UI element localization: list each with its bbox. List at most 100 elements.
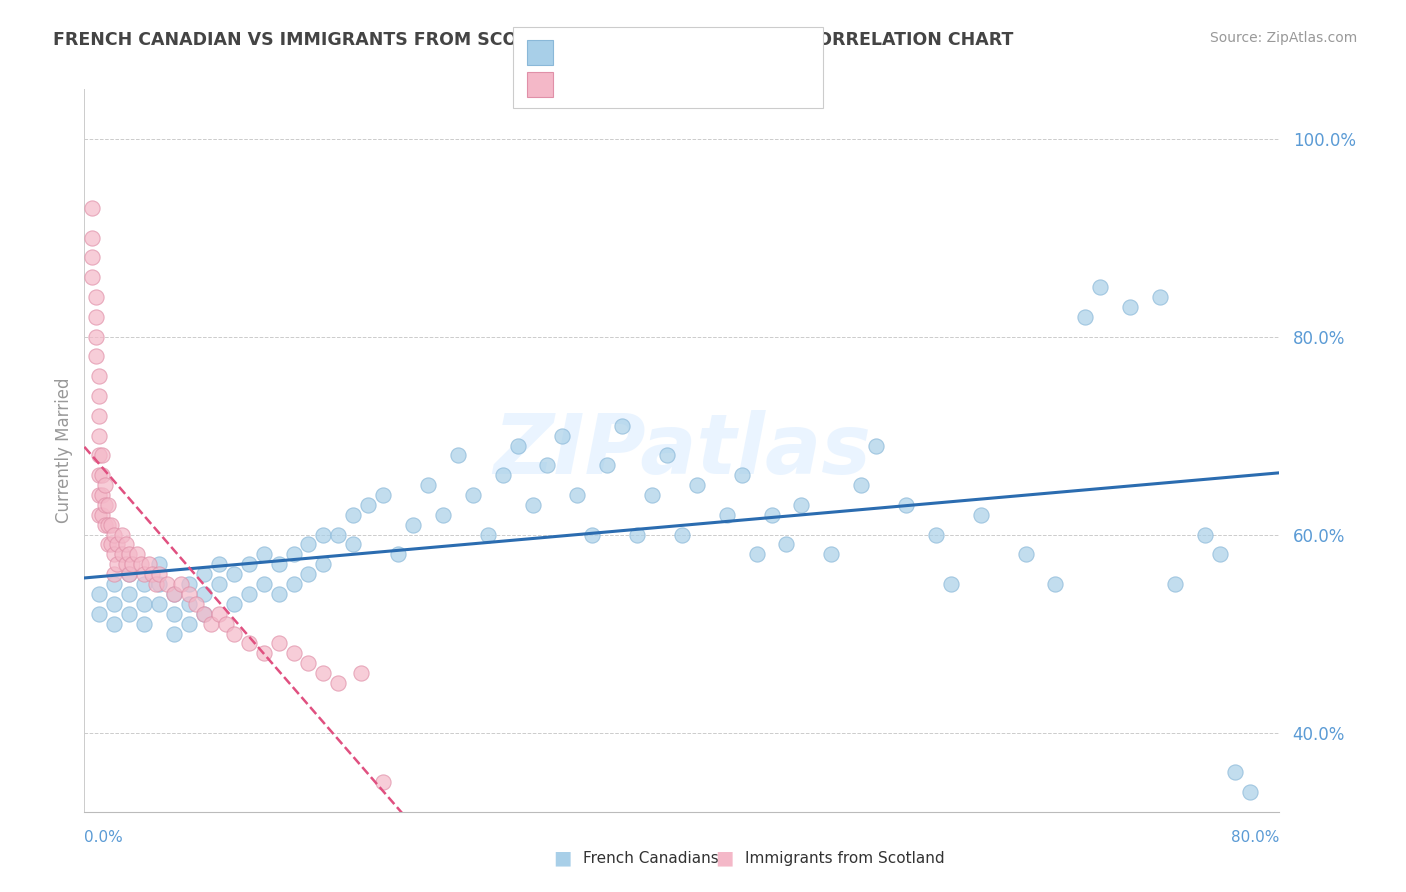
Point [1119, 300, 1142, 314]
Point [86, 329, 108, 343]
Point [105, 558, 128, 572]
Point [626, 527, 648, 541]
Point [193, 607, 215, 621]
Point [536, 458, 558, 473]
Point [89, 488, 111, 502]
Point [970, 508, 993, 522]
Point [716, 508, 738, 522]
Point [94, 498, 117, 512]
Point [97, 517, 120, 532]
Point [118, 567, 141, 582]
Point [253, 646, 276, 660]
Point [121, 558, 143, 572]
Point [163, 587, 186, 601]
Point [177, 597, 200, 611]
Point [328, 527, 350, 541]
Text: R =: R = [564, 44, 603, 62]
Point [865, 438, 887, 452]
Point [89, 389, 111, 403]
Point [91, 488, 114, 502]
Point [80, 270, 103, 285]
Point [925, 527, 948, 541]
Text: ■: ■ [553, 848, 572, 867]
Point [94, 517, 117, 532]
Point [477, 527, 499, 541]
Point [132, 597, 156, 611]
Point [86, 290, 108, 304]
Point [111, 527, 134, 541]
Point [761, 508, 783, 522]
Point [775, 537, 797, 551]
Point [745, 548, 768, 562]
Text: ■: ■ [714, 848, 734, 867]
Point [91, 508, 114, 522]
Point [118, 567, 141, 582]
Point [103, 548, 125, 562]
Point [177, 587, 200, 601]
Point [222, 626, 245, 640]
Point [163, 626, 186, 640]
Text: 65: 65 [693, 76, 718, 94]
Point [267, 636, 290, 650]
Text: 0.043: 0.043 [603, 76, 659, 94]
Text: 89: 89 [693, 44, 718, 62]
Point [89, 587, 111, 601]
Text: Source: ZipAtlas.com: Source: ZipAtlas.com [1209, 31, 1357, 45]
Point [163, 607, 186, 621]
Point [253, 577, 276, 591]
Point [350, 666, 373, 681]
Y-axis label: Currently Married: Currently Married [55, 377, 73, 524]
Point [222, 567, 245, 582]
Point [267, 587, 290, 601]
Point [89, 468, 111, 483]
Point [94, 478, 117, 492]
Text: N =: N = [655, 44, 695, 62]
Point [91, 468, 114, 483]
Point [596, 458, 619, 473]
Point [297, 537, 319, 551]
Point [1045, 577, 1067, 591]
Point [1090, 280, 1112, 294]
Point [89, 428, 111, 442]
Point [80, 251, 103, 265]
Point [1223, 765, 1246, 780]
Point [118, 607, 141, 621]
Point [655, 449, 678, 463]
Point [1074, 310, 1097, 324]
Point [89, 508, 111, 522]
Point [89, 369, 111, 384]
Point [820, 548, 842, 562]
Point [86, 350, 108, 364]
Point [851, 478, 873, 492]
Point [894, 498, 917, 512]
Point [100, 517, 122, 532]
Point [267, 558, 290, 572]
Point [200, 616, 222, 631]
Point [238, 587, 260, 601]
Point [193, 607, 215, 621]
Point [373, 775, 395, 789]
Point [283, 548, 305, 562]
Point [1239, 785, 1261, 799]
Point [132, 577, 156, 591]
Point [402, 517, 425, 532]
Point [1164, 577, 1187, 591]
Point [671, 527, 693, 541]
Point [328, 676, 350, 690]
Point [97, 498, 120, 512]
Point [1194, 527, 1216, 541]
Point [283, 646, 305, 660]
Point [91, 449, 114, 463]
Point [125, 548, 148, 562]
Point [208, 577, 231, 591]
Point [283, 577, 305, 591]
Point [447, 449, 470, 463]
Point [148, 597, 170, 611]
Point [312, 558, 335, 572]
Point [129, 558, 152, 572]
Point [342, 508, 364, 522]
Point [253, 548, 276, 562]
Point [567, 488, 589, 502]
Text: Immigrants from Scotland: Immigrants from Scotland [745, 852, 945, 866]
Point [89, 409, 111, 423]
